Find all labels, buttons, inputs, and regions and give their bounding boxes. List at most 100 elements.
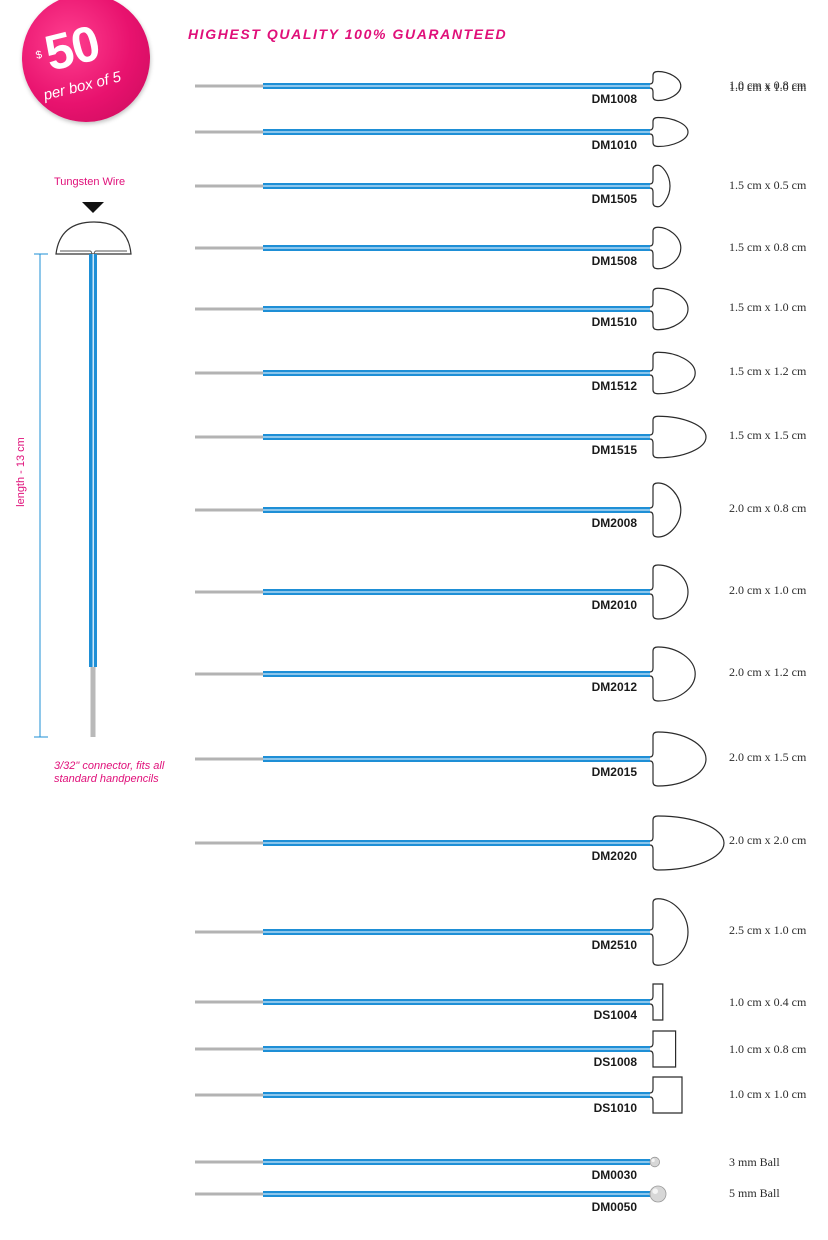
length-label: length - 13 cm — [15, 437, 27, 507]
connector-pin — [195, 672, 265, 676]
ball-tip-shine — [651, 1158, 655, 1162]
square-tip — [649, 983, 664, 1021]
electrode-row: DM2012 — [195, 646, 696, 702]
ball-tip — [649, 1185, 667, 1203]
electrode-row: DM2510 — [195, 898, 689, 966]
headline-text: Highest Quality 100% Guaranteed — [188, 26, 508, 42]
connector-pin — [195, 841, 265, 845]
connector-pin — [195, 1093, 265, 1097]
electrode-shaft-highlight — [263, 842, 650, 844]
tungsten-loop — [55, 221, 132, 255]
pointer-arrow-icon — [82, 202, 104, 213]
loop-tip — [649, 287, 689, 331]
electrode-shaft-highlight — [263, 85, 650, 87]
connector-label: 3/32" connector, fits all standard handp… — [54, 760, 165, 785]
connector-pin — [195, 1000, 265, 1004]
electrode-row: DM1515 — [195, 415, 707, 459]
size-label: 1.5 cm x 1.2 cm — [729, 364, 807, 378]
loop-tip — [649, 482, 682, 538]
anatomy-connector — [90, 667, 96, 737]
loop-tip — [649, 164, 671, 208]
loop-tip — [649, 351, 696, 395]
model-code: DM2012 — [592, 680, 638, 694]
loop-tip — [649, 70, 682, 102]
electrode-shaft-highlight — [263, 372, 650, 374]
loop-tip — [649, 898, 689, 966]
electrode-shaft-highlight — [263, 509, 650, 511]
connector-pin — [195, 246, 265, 250]
ball-tip-shine — [652, 1188, 658, 1194]
electrode-shaft-highlight — [263, 758, 650, 760]
model-code: DS1008 — [594, 1055, 638, 1069]
size-label: 2.0 cm x 1.2 cm — [729, 665, 807, 679]
loop-tip — [649, 564, 689, 620]
size-label: 2.0 cm x 2.0 cm — [729, 833, 807, 847]
model-code: DS1004 — [594, 1008, 638, 1022]
headline: Highest Quality 100% Guaranteed — [188, 26, 507, 42]
electrode-row: DS1010 — [195, 1076, 683, 1115]
size-label: 1.0 cm x 0.4 cm — [729, 995, 807, 1009]
connector-pin — [195, 184, 265, 188]
electrode-row: DM0050 — [195, 1185, 667, 1214]
model-code: DM2010 — [592, 598, 638, 612]
model-code: DM1508 — [592, 254, 638, 268]
size-label: 1.5 cm x 1.5 cm — [729, 428, 807, 442]
model-code: DS1010 — [594, 1101, 638, 1115]
loop-tip — [649, 116, 689, 148]
electrode-row: DM2010 — [195, 564, 689, 620]
model-code: DM0050 — [592, 1200, 638, 1214]
electrode-row: DM2015 — [195, 731, 707, 787]
model-code: DM1505 — [592, 192, 638, 206]
tungsten-wire-label: Tungsten Wire — [54, 176, 126, 188]
electrode-row: DM1510 — [195, 287, 689, 331]
electrode-shaft-highlight — [263, 1193, 650, 1195]
electrode-shaft-highlight — [263, 247, 650, 249]
loop-tip — [649, 815, 725, 871]
electrode-shaft-highlight — [263, 131, 650, 133]
square-tip — [649, 1076, 683, 1114]
electrode-shaft-highlight — [263, 931, 650, 933]
electrode-list: DM1008 DM1010 DM1505 DM1508 DM1510 DM1512 DM15… — [195, 70, 725, 1214]
loop-tip — [649, 415, 707, 459]
size-label: 1.0 cm x 0.8 cm — [729, 1042, 807, 1056]
electrode-row: DM2008 — [195, 482, 682, 538]
connector-pin — [195, 307, 265, 311]
anatomy-shaft-highlight — [92, 254, 94, 667]
electrode-row: DS1004 — [195, 983, 664, 1022]
electrode-shaft-highlight — [263, 591, 650, 593]
model-code: DM2015 — [592, 765, 638, 779]
model-code: DM1010 — [592, 138, 638, 152]
size-label: 3 mm Ball — [729, 1155, 780, 1169]
electrode-shaft-highlight — [263, 308, 650, 310]
electrode-row: DM1505 — [195, 164, 671, 208]
electrode-row: DM0030 — [195, 1156, 661, 1182]
connector-pin — [195, 508, 265, 512]
model-code: DM1008 — [592, 92, 638, 106]
size-label: 2.0 cm x 0.8 cm — [729, 501, 807, 515]
electrode-shaft-highlight — [263, 1048, 650, 1050]
model-code: DM2008 — [592, 516, 638, 530]
electrode-shaft-highlight — [263, 1161, 650, 1163]
connector-pin — [195, 930, 265, 934]
size-label: 1.0 cm x 1.0 cm — [729, 1087, 807, 1101]
electrode-shaft-highlight — [263, 185, 650, 187]
model-code: DM2020 — [592, 849, 638, 863]
connector-pin — [195, 130, 265, 134]
size-label: 1.0 cm x 0.8 cm — [729, 78, 807, 92]
electrode-shaft-highlight — [263, 436, 650, 438]
size-label: 1.5 cm x 1.0 cm — [729, 300, 807, 314]
ball-tip — [649, 1156, 661, 1168]
connector-pin — [195, 371, 265, 375]
connector-pin — [195, 1160, 265, 1164]
square-tip — [649, 1030, 677, 1068]
loop-tip — [649, 646, 696, 702]
size-label: 1.0 cm x 1.0 cm — [729, 80, 807, 94]
connector-pin — [195, 435, 265, 439]
electrode-row: DM2020 — [195, 815, 725, 871]
electrode-row: DM1010 — [195, 116, 689, 152]
loop-tip — [649, 226, 682, 270]
electrode-shaft-highlight — [263, 673, 650, 675]
model-code: DM2510 — [592, 938, 638, 952]
model-code: DM1510 — [592, 315, 638, 329]
size-label: 5 mm Ball — [729, 1186, 780, 1200]
